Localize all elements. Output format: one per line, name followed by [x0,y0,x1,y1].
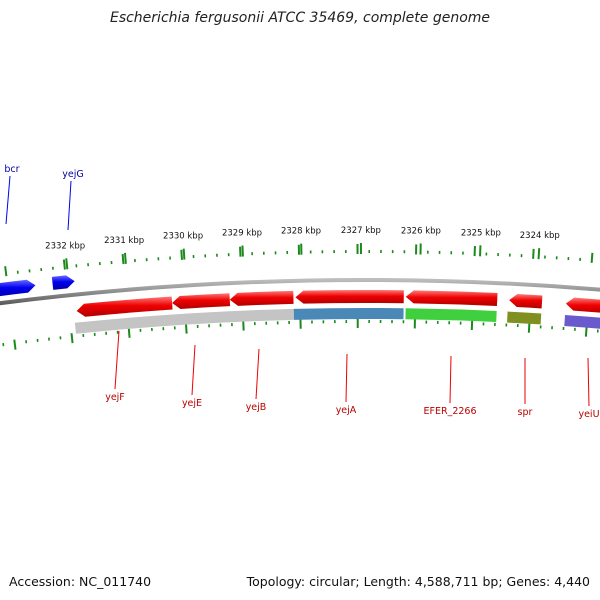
gene-label-line [67,180,72,231]
scale-label: 2325 kbp [461,228,501,238]
scale-major-tick [537,248,541,260]
map-title: Escherichia fergusonii ATCC 35469, compl… [109,10,491,26]
gene-label-line [255,348,260,400]
outer-tick [532,248,535,259]
gene-label-line [587,357,590,407]
gene-labels: bcr yejG yejF yejE yejB yejA EFER_2266 spr yeiU [4,164,599,420]
gene-arrow-yeja[interactable] [295,290,404,304]
inner-tick-ring [2,318,599,350]
annotation-band [74,308,294,334]
footer-stats: Topology: circular; Length: 4,588,711 bp… [246,574,590,589]
genome-backbone [0,278,600,306]
gene-label-efer_2266[interactable]: EFER_2266 [424,406,477,417]
gene-label-bcr[interactable]: bcr [4,164,19,175]
annotation-band [507,311,542,325]
outer-tick [121,253,125,265]
scale-label: 2326 kbp [401,227,441,237]
gene-label-line [114,330,120,390]
gene-arrow-yeje[interactable] [172,293,231,309]
annotation-band [564,315,600,329]
outer-tick [62,259,66,270]
gene-label-line [191,344,196,396]
scale-major-tick [65,258,69,270]
annotation-band [405,308,497,323]
scale-label: 2327 kbp [341,226,381,236]
forward-strand-genes [0,275,75,297]
gene-arrow-yeiu[interactable] [565,297,600,315]
reverse-strand-genes [76,290,600,317]
scale-major-tick [182,248,186,260]
gene-arrow-efer_2266[interactable] [405,290,498,307]
inner-tick [527,322,531,333]
gene-label-lines [5,175,590,407]
outer-tick [180,249,183,260]
gene-label-line [5,175,11,225]
inner-tick [584,326,588,337]
scale-label: 2332 kbp [45,241,85,251]
scale-label: 2328 kbp [281,227,321,237]
gene-arrow-yejb[interactable] [229,290,294,306]
gene-label-line [345,353,348,403]
inner-tick [184,323,188,334]
gene-label-yeje[interactable]: yejE [182,398,202,409]
gene-arrow-spr[interactable] [509,294,543,309]
scale-label: 2330 kbp [163,232,203,242]
gene-arrow-yejf[interactable] [76,296,173,317]
outer-tick [4,266,8,277]
annotation-bands [74,307,600,334]
gene-label-spr[interactable]: spr [518,407,533,418]
outer-tick-ring [4,244,594,277]
inner-tick [127,327,131,338]
annotation-band [293,307,404,320]
scale-major-tick [123,252,127,264]
footer-accession: Accession: NC_011740 [9,574,152,589]
gene-label-line [449,355,452,404]
scale-label: 2329 kbp [222,229,262,239]
gene-label-yejf[interactable]: yejF [105,392,125,403]
gene-label-yeiu[interactable]: yeiU [578,409,599,420]
gene-arrow-yejg[interactable] [51,275,75,290]
gene-label-yejb[interactable]: yejB [246,402,267,413]
scale-label: 2331 kbp [104,236,144,246]
inner-tick [70,333,74,344]
outer-tick [590,252,594,263]
gene-arrow-bcr[interactable] [0,279,36,298]
scale-labels: 2332 kbp 2331 kbp 2330 kbp 2329 kbp 2328 kbp… [45,226,560,270]
inner-tick [13,339,17,350]
scale-label: 2324 kbp [520,231,560,241]
gene-label-yejg[interactable]: yejG [62,169,83,180]
gene-label-yeja[interactable]: yejA [336,405,357,416]
